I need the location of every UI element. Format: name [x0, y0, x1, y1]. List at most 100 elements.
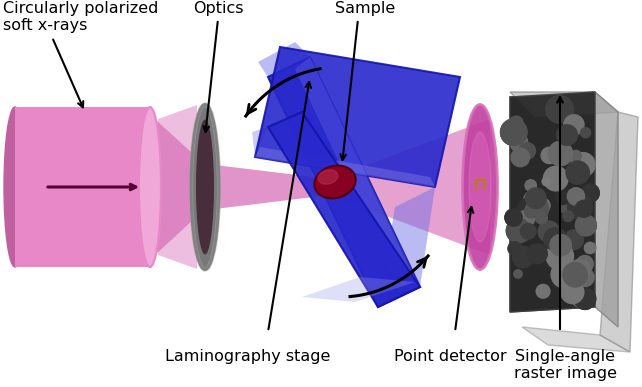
Text: Point detector: Point detector	[394, 349, 507, 364]
Circle shape	[584, 158, 593, 168]
Circle shape	[527, 244, 547, 264]
Circle shape	[510, 134, 528, 151]
Circle shape	[581, 184, 599, 202]
Polygon shape	[258, 42, 310, 77]
Circle shape	[511, 148, 530, 167]
Circle shape	[546, 242, 573, 270]
Circle shape	[510, 134, 528, 151]
Ellipse shape	[4, 107, 26, 267]
Circle shape	[510, 134, 528, 151]
Circle shape	[510, 134, 528, 151]
Circle shape	[517, 226, 531, 241]
Circle shape	[548, 141, 573, 166]
Circle shape	[510, 134, 528, 151]
Circle shape	[560, 202, 572, 214]
Circle shape	[564, 230, 584, 249]
Circle shape	[510, 116, 523, 130]
Circle shape	[564, 115, 584, 135]
Circle shape	[561, 281, 584, 304]
Circle shape	[510, 134, 528, 151]
Circle shape	[510, 134, 528, 151]
Polygon shape	[595, 92, 618, 327]
Polygon shape	[600, 112, 638, 352]
Text: ⊓: ⊓	[472, 176, 486, 194]
Circle shape	[566, 161, 589, 184]
Circle shape	[576, 268, 594, 286]
Circle shape	[510, 134, 528, 151]
Circle shape	[541, 147, 557, 164]
Circle shape	[510, 134, 528, 151]
Text: Laminography stage: Laminography stage	[165, 349, 331, 364]
Circle shape	[562, 211, 573, 221]
Circle shape	[510, 134, 528, 151]
Circle shape	[544, 166, 568, 191]
Polygon shape	[15, 107, 150, 267]
Circle shape	[575, 200, 592, 217]
Circle shape	[511, 148, 530, 167]
Polygon shape	[330, 119, 490, 255]
Circle shape	[510, 134, 528, 151]
Circle shape	[510, 134, 528, 151]
Circle shape	[510, 134, 528, 151]
Circle shape	[557, 125, 577, 146]
Circle shape	[541, 147, 557, 164]
Circle shape	[526, 197, 549, 220]
Circle shape	[525, 180, 537, 191]
Circle shape	[527, 244, 547, 264]
Circle shape	[535, 198, 550, 213]
Circle shape	[535, 198, 550, 213]
Ellipse shape	[315, 166, 356, 199]
Circle shape	[510, 134, 528, 151]
Circle shape	[510, 134, 528, 151]
Circle shape	[514, 270, 522, 278]
Polygon shape	[268, 57, 420, 307]
Circle shape	[560, 202, 572, 214]
Polygon shape	[302, 277, 415, 302]
Ellipse shape	[191, 104, 219, 269]
Circle shape	[510, 134, 528, 151]
Circle shape	[526, 188, 546, 209]
Circle shape	[510, 134, 528, 151]
Circle shape	[566, 161, 589, 184]
Ellipse shape	[196, 120, 214, 255]
Circle shape	[510, 134, 528, 151]
Circle shape	[569, 259, 591, 281]
Circle shape	[551, 261, 578, 288]
Circle shape	[564, 115, 584, 135]
Circle shape	[554, 101, 567, 114]
Circle shape	[510, 116, 523, 130]
Circle shape	[517, 198, 543, 224]
Circle shape	[526, 197, 549, 220]
Text: Circularly polarized
soft x-rays: Circularly polarized soft x-rays	[3, 1, 159, 33]
Circle shape	[510, 134, 528, 151]
Circle shape	[505, 209, 522, 226]
Circle shape	[517, 210, 535, 227]
Circle shape	[580, 128, 591, 138]
Circle shape	[510, 134, 528, 151]
Circle shape	[525, 180, 537, 191]
Circle shape	[521, 223, 536, 239]
Circle shape	[510, 134, 528, 151]
Circle shape	[521, 223, 536, 239]
Circle shape	[517, 198, 543, 224]
Circle shape	[510, 134, 528, 151]
Circle shape	[551, 261, 578, 288]
Circle shape	[510, 134, 528, 151]
Circle shape	[535, 212, 548, 224]
Circle shape	[510, 134, 528, 151]
Ellipse shape	[469, 132, 491, 242]
Circle shape	[512, 247, 534, 268]
Circle shape	[548, 141, 573, 166]
Circle shape	[510, 134, 528, 151]
Circle shape	[525, 204, 538, 218]
Circle shape	[510, 134, 528, 151]
Circle shape	[526, 188, 546, 209]
Circle shape	[550, 235, 571, 256]
Circle shape	[510, 134, 528, 151]
Circle shape	[571, 150, 582, 161]
Circle shape	[571, 152, 595, 176]
Circle shape	[510, 134, 528, 151]
Circle shape	[571, 150, 582, 161]
Circle shape	[510, 134, 528, 151]
Circle shape	[523, 190, 545, 212]
